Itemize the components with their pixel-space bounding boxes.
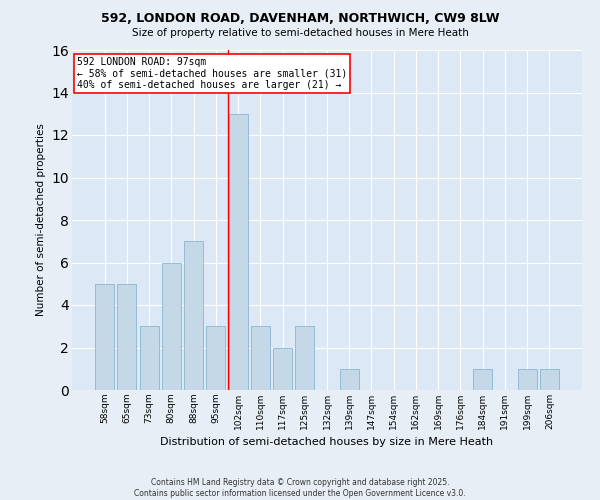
Bar [473, 369, 492, 390]
Bar [95, 284, 114, 390]
Bar [273, 348, 292, 390]
Bar [518, 369, 536, 390]
Bar [295, 326, 314, 390]
Bar [540, 369, 559, 390]
Bar [229, 114, 248, 390]
Bar [206, 326, 225, 390]
Bar [251, 326, 270, 390]
Text: 592, LONDON ROAD, DAVENHAM, NORTHWICH, CW9 8LW: 592, LONDON ROAD, DAVENHAM, NORTHWICH, C… [101, 12, 499, 26]
Bar [340, 369, 359, 390]
Text: 592 LONDON ROAD: 97sqm
← 58% of semi-detached houses are smaller (31)
40% of sem: 592 LONDON ROAD: 97sqm ← 58% of semi-det… [77, 57, 347, 90]
Text: Size of property relative to semi-detached houses in Mere Heath: Size of property relative to semi-detach… [131, 28, 469, 38]
Bar [140, 326, 158, 390]
Text: Contains HM Land Registry data © Crown copyright and database right 2025.
Contai: Contains HM Land Registry data © Crown c… [134, 478, 466, 498]
X-axis label: Distribution of semi-detached houses by size in Mere Heath: Distribution of semi-detached houses by … [160, 438, 494, 448]
Y-axis label: Number of semi-detached properties: Number of semi-detached properties [36, 124, 46, 316]
Bar [162, 262, 181, 390]
Bar [118, 284, 136, 390]
Bar [184, 242, 203, 390]
